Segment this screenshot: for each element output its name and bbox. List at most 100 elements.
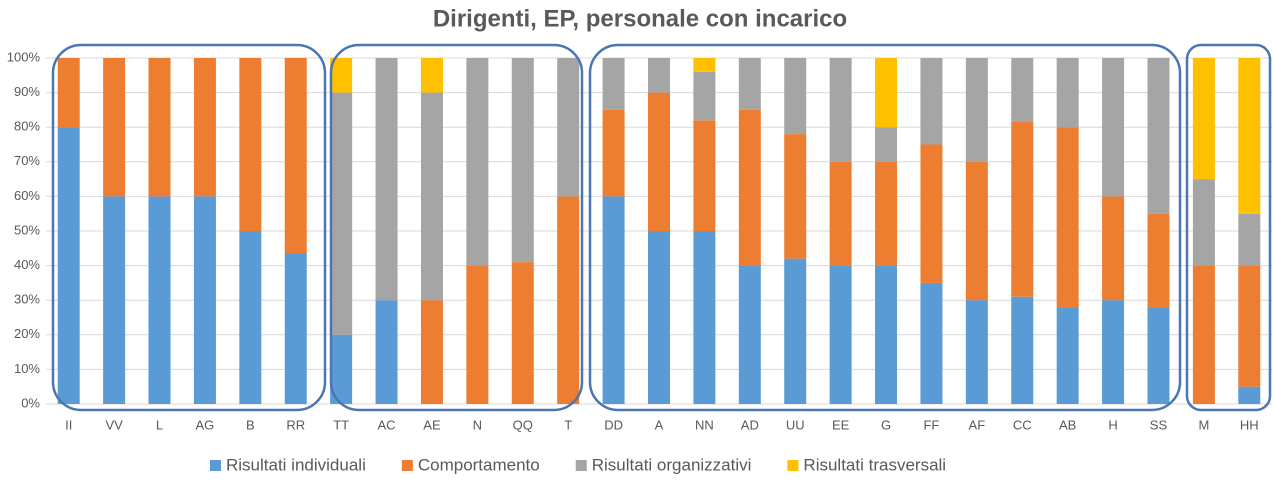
bar-segment (920, 144, 943, 283)
bar-segment (648, 231, 670, 404)
plot: 0%10%20%30%40%50%60%70%80%90%100%II VV L AG… (7, 49, 1272, 474)
bar-segment (602, 109, 625, 197)
bar-segment (1238, 265, 1261, 387)
bar-segment (784, 134, 807, 259)
x-tick-label: AE (423, 417, 441, 432)
x-tick-label: RR (286, 417, 305, 432)
y-tick-label: 60% (14, 188, 40, 203)
x-tick-label: M (1198, 417, 1209, 432)
bar-segment (1147, 213, 1170, 308)
bar-segment (1011, 58, 1034, 123)
bar-segment (784, 258, 807, 404)
bar-segment (193, 196, 216, 404)
y-tick-label: 30% (14, 292, 40, 307)
x-tick-label: UU (786, 417, 805, 432)
bar-segment (103, 196, 126, 404)
y-tick-label: 80% (14, 119, 40, 134)
legend-label: Risultati organizzativi (592, 455, 752, 474)
bar-segment (784, 58, 807, 135)
bar-segment (375, 58, 398, 301)
bar-segment (511, 262, 534, 404)
x-tick-label: L (156, 417, 163, 432)
bar-segment (1102, 196, 1125, 301)
x-tick-label: AG (196, 417, 215, 432)
group-box (1185, 43, 1272, 412)
group-box (329, 43, 584, 412)
bar-segment (330, 334, 353, 404)
bar-segment (875, 161, 898, 266)
bar-segment (1147, 307, 1170, 404)
bar-segment (284, 58, 307, 254)
bar-segment (511, 58, 534, 263)
bar-segment (1102, 300, 1125, 404)
bar-segment (738, 109, 761, 266)
bar-segment (1102, 58, 1125, 197)
bar-segment (738, 265, 761, 404)
bar-segment (1238, 386, 1261, 404)
y-tick-label: 90% (14, 84, 40, 99)
bar-segment (965, 58, 988, 162)
bar-segment (466, 58, 489, 266)
bar-segment (1238, 58, 1261, 214)
x-tick-label: FF (923, 417, 939, 432)
bar-segment (239, 231, 262, 404)
bar-segment (693, 120, 716, 231)
bar-segment (648, 58, 670, 93)
bar-segment (1011, 122, 1034, 297)
bar-segment (1147, 58, 1170, 214)
bar-segment (875, 127, 898, 162)
legend-swatch (401, 460, 413, 471)
bar-segment (1056, 58, 1079, 128)
bar-segment (1056, 307, 1079, 404)
x-tick-label: H (1108, 417, 1117, 432)
bar-segment (420, 58, 443, 93)
bar-segment (965, 161, 988, 301)
x-tick-label: SS (1150, 417, 1168, 432)
group-box (51, 43, 327, 412)
bar-segment (1238, 213, 1261, 266)
x-tick-label: B (246, 417, 255, 432)
bar-segment (557, 196, 580, 404)
x-tick-label: HH (1240, 417, 1259, 432)
x-tick-label: VV (105, 417, 123, 432)
legend-label: Risultati trasversali (803, 455, 946, 474)
bar-segment (330, 92, 353, 335)
bar-segment (57, 58, 80, 128)
bar-segment (829, 265, 852, 404)
x-tick-label: AB (1059, 417, 1076, 432)
x-tick-label: II (65, 417, 72, 432)
bar-segment (1192, 179, 1215, 266)
bar-segment (965, 300, 988, 404)
y-tick-label: 0% (21, 395, 40, 410)
bar-segment (239, 58, 262, 231)
x-tick-label: AD (741, 417, 759, 432)
y-tick-label: 10% (14, 361, 40, 376)
bar-segment (829, 161, 852, 266)
bar-segment (284, 253, 307, 404)
bar-segment (1192, 265, 1215, 404)
bar-segment (875, 58, 898, 128)
x-tick-label: QQ (513, 417, 533, 432)
x-tick-label: CC (1013, 417, 1032, 432)
bar-segment (920, 282, 943, 404)
bar-segment (103, 58, 126, 197)
y-tick-label: 100% (7, 49, 41, 64)
x-tick-label: G (881, 417, 891, 432)
bar-segment (557, 58, 580, 197)
bar-segment (375, 300, 398, 404)
x-tick-label: N (473, 417, 482, 432)
y-tick-label: 20% (14, 326, 40, 341)
legend-swatch (210, 460, 221, 471)
bar-segment (466, 265, 489, 404)
bar-segment (693, 58, 716, 72)
group-box (588, 43, 1182, 412)
bar-segment (693, 231, 716, 404)
legend-swatch (575, 460, 587, 471)
bar-segment (420, 92, 443, 301)
x-tick-label: DD (604, 417, 623, 432)
x-tick-label: TT (333, 417, 349, 432)
bar-segment (602, 196, 625, 404)
y-tick-label: 50% (14, 222, 40, 237)
bar-segment (602, 58, 625, 110)
